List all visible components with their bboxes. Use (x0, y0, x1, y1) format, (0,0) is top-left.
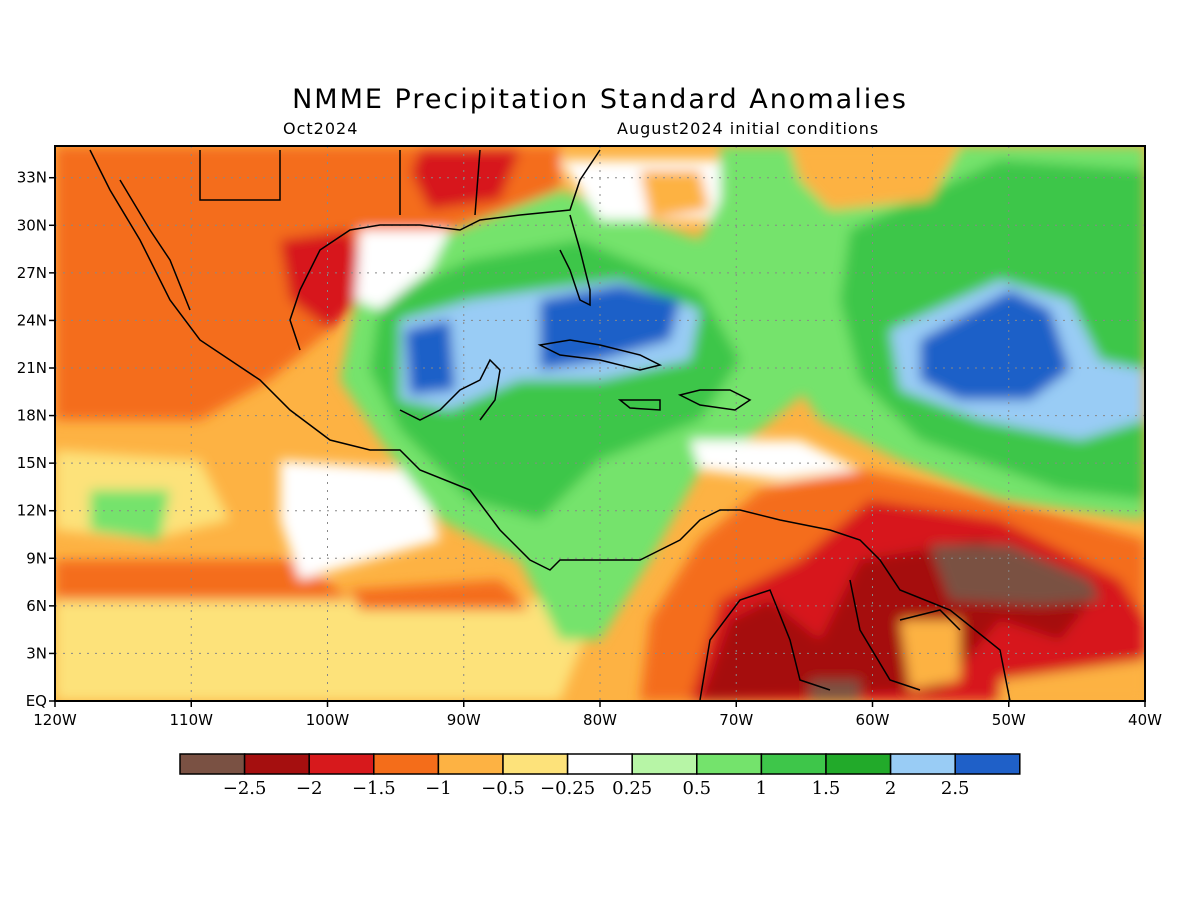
colorbar-swatch (308, 753, 375, 775)
colorbar-swatch (696, 753, 763, 775)
y-tick-label: 30N (17, 216, 47, 234)
colorbar-label: 0.5 (682, 778, 711, 799)
y-tick-label: 21N (17, 359, 47, 377)
colorbar-label: 0.25 (612, 778, 652, 799)
y-tick-label: 27N (17, 264, 47, 282)
x-tick-label: 90W (447, 711, 481, 729)
x-tick-label: 120W (33, 711, 77, 729)
colorbar-swatch (502, 753, 569, 775)
y-tick-label: 33N (17, 169, 47, 187)
colorbar-label: 1 (756, 778, 767, 799)
x-tick-label: 70W (719, 711, 753, 729)
y-tick-label: 3N (26, 644, 47, 662)
colorbar-label: −1.5 (352, 778, 396, 799)
x-tick-label: 80W (583, 711, 617, 729)
coastlines (89, 149, 1011, 701)
x-tick-label: 110W (170, 711, 214, 729)
colorbar-swatch (889, 753, 956, 775)
colorbar-label: 2 (885, 778, 896, 799)
y-axis: EQ 3N 6N 9N 12N 15N 18N 21N 24N 27N 30N 33N (17, 169, 55, 710)
colorbar-swatch (566, 753, 633, 775)
map-title: NMME Precipitation Standard Anomalies (292, 84, 908, 115)
x-axis: 120W 110W 100W 90W 80W 70W 60W 50W 40W (33, 701, 1162, 729)
colorbar-swatch (631, 753, 698, 775)
colorbar-swatch (437, 753, 504, 775)
grid-lines (55, 146, 1145, 701)
y-tick-label: 24N (17, 311, 47, 329)
y-tick-label: 18N (17, 407, 47, 425)
y-tick-label: 9N (26, 549, 47, 567)
colorbar-label: 1.5 (812, 778, 841, 799)
x-tick-label: 100W (306, 711, 350, 729)
colorbar-swatch (825, 753, 892, 775)
colorbar: −2.5 −2 −1.5 −1 −0.5 −0.25 0.25 0.5 1 1.5 2 2.5 (179, 753, 1021, 799)
y-tick-label: EQ (26, 692, 47, 710)
colorbar-swatch (243, 753, 310, 775)
x-tick-label: 40W (1128, 711, 1162, 729)
colorbar-swatch (373, 753, 440, 775)
initial-conditions-label: August2024 initial conditions (617, 119, 880, 138)
valid-month-label: Oct2024 (283, 119, 359, 138)
colorbar-label: −2.5 (223, 778, 267, 799)
colorbar-label: −0.25 (540, 778, 595, 799)
x-tick-label: 60W (856, 711, 890, 729)
y-tick-label: 15N (17, 454, 47, 472)
colorbar-label: 2.5 (941, 778, 970, 799)
colorbar-label: −0.5 (481, 778, 525, 799)
colorbar-label: −1 (425, 778, 452, 799)
colorbar-label: −2 (296, 778, 323, 799)
anomaly-field (55, 146, 1145, 701)
x-tick-label: 50W (992, 711, 1026, 729)
colorbar-swatch (179, 753, 246, 775)
colorbar-swatch (760, 753, 827, 775)
y-tick-label: 6N (26, 597, 47, 615)
y-tick-label: 12N (17, 502, 47, 520)
colorbar-swatch (954, 753, 1021, 775)
